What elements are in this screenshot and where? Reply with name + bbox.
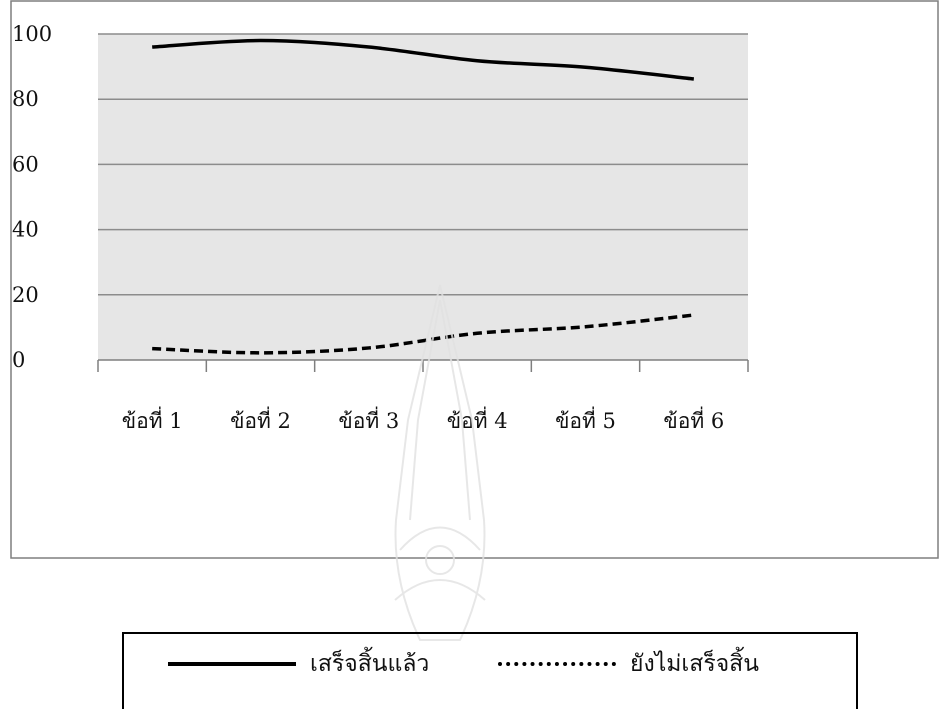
x-tick-label: ข้อที่ 3	[338, 406, 399, 433]
y-tick-label: 80	[12, 87, 39, 111]
legend-item-not-completed: ยังไม่เสร็จสิ้น	[498, 634, 759, 694]
y-tick-label: 100	[12, 22, 52, 46]
x-tick-label: ข้อที่ 1	[122, 406, 183, 433]
chart-frame: 0 20 40 60 80 100 ข้อที่ 1 ข้อที่ 2 ข้อที่ 3 ข้อ…	[10, 0, 939, 559]
series-line-1	[152, 38, 695, 81]
y-axis-ticks: 0 20 40 60 80 100	[12, 22, 52, 372]
x-tick-label: ข้อที่ 6	[663, 406, 724, 433]
legend-swatch-solid	[168, 662, 296, 666]
legend-item-completed: เสร็จสิ้นแล้ว	[168, 634, 429, 694]
x-tick-label: ข้อที่ 4	[447, 406, 508, 433]
x-tick-label: ข้อที่ 5	[555, 406, 616, 433]
y-tick-label: 60	[12, 152, 39, 176]
legend-label-completed: เสร็จสิ้นแล้ว	[310, 651, 430, 677]
y-tick-label: 0	[12, 348, 25, 372]
y-tick-label: 20	[12, 283, 39, 307]
x-tick-label: ข้อที่ 2	[230, 406, 291, 433]
plot-area	[98, 34, 748, 360]
legend-swatch-dashed	[498, 662, 616, 666]
grid-lines	[98, 33, 748, 296]
y-tick-label: 40	[12, 218, 39, 242]
legend-label-not-completed: ยังไม่เสร็จสิ้น	[630, 651, 759, 677]
legend: เสร็จสิ้นแล้ว ยังไม่เสร็จสิ้น	[122, 632, 858, 709]
